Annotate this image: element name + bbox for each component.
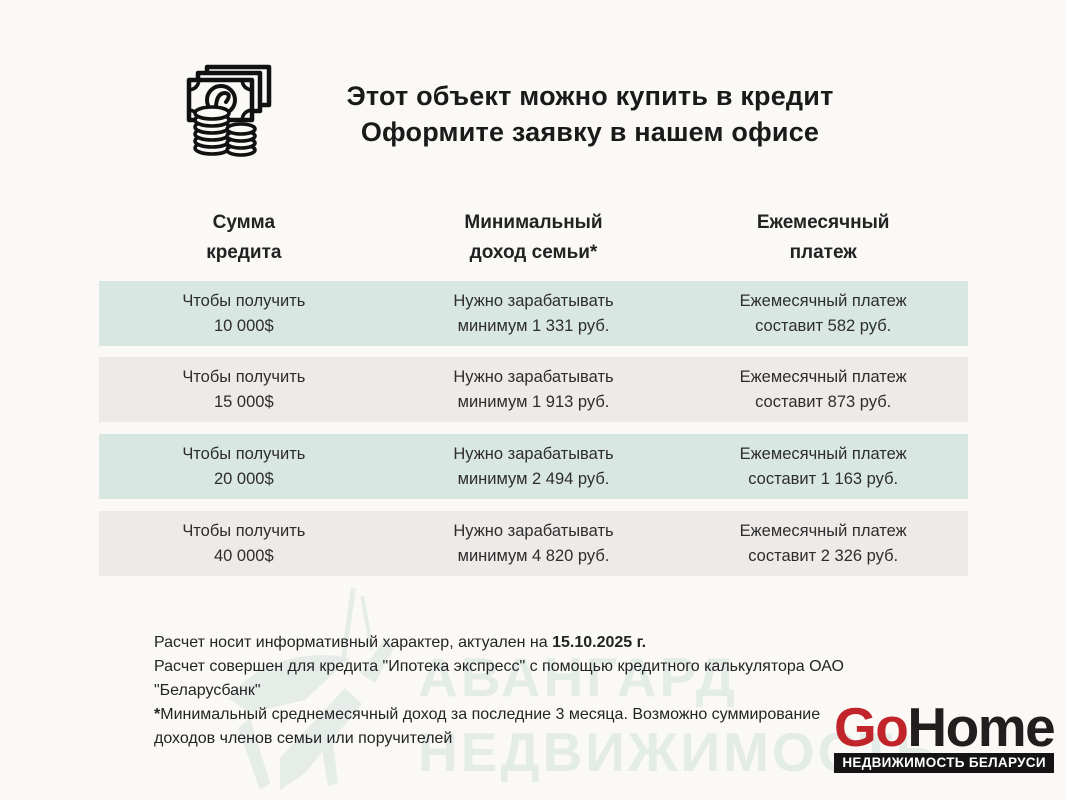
header-line: Ежемесячный	[756, 212, 890, 233]
cell-line: Нужно зарабатывать	[453, 367, 614, 386]
cell-line: Ежемесячный платеж	[739, 521, 907, 540]
cell-monthly-payment: Ежемесячный платеж составит 582 руб.	[678, 289, 968, 339]
cell-line: Ежемесячный платеж	[739, 291, 907, 310]
cell-min-income: Нужно зарабатывать минимум 4 820 руб.	[389, 519, 679, 569]
cell-line: Чтобы получить	[182, 444, 306, 463]
cell-line: 10 000$	[214, 316, 274, 335]
cell-line: минимум 4 820 руб.	[457, 546, 610, 565]
cell-line: составит 873 руб.	[755, 392, 892, 411]
money-banknotes-coins-icon	[186, 64, 272, 157]
header-line: Минимальный	[464, 212, 603, 233]
logo-home: Home	[907, 696, 1055, 758]
table-header-row: Сумма кредита Минимальный доход семьи* Е…	[99, 208, 968, 268]
cell-line: минимум 2 494 руб.	[457, 469, 610, 488]
cell-min-income: Нужно зарабатывать минимум 2 494 руб.	[389, 442, 679, 492]
page-title-line1: Этот объект можно купить в кредит	[346, 81, 834, 111]
cell-line: Чтобы получить	[182, 291, 306, 310]
cell-line: составит 2 326 руб.	[748, 546, 899, 565]
footer-text: Расчет носит информативный характер, акт…	[154, 634, 553, 651]
footer-line-5: доходов членов семьи или поручителей	[154, 730, 453, 747]
cell-line: составит 582 руб.	[755, 316, 892, 335]
cell-loan-sum: Чтобы получить 20 000$	[99, 442, 389, 492]
cell-line: 40 000$	[214, 546, 274, 565]
cell-min-income: Нужно зарабатывать минимум 1 331 руб.	[389, 289, 679, 339]
gohome-logo: GoHome НЕДВИЖИМОСТЬ БЕЛАРУСИ	[834, 696, 1056, 773]
cell-line: минимум 1 913 руб.	[457, 392, 610, 411]
table-row: Чтобы получить 40 000$ Нужно зарабатыват…	[99, 511, 968, 576]
cell-line: минимум 1 331 руб.	[457, 316, 610, 335]
table-row: Чтобы получить 20 000$ Нужно зарабатыват…	[99, 434, 968, 499]
footer-date: 15.10.2025 г.	[552, 634, 647, 651]
agency-watermark-graphic	[228, 588, 395, 790]
cell-line: Чтобы получить	[182, 367, 306, 386]
cell-monthly-payment: Ежемесячный платеж составит 1 163 руб.	[678, 442, 968, 492]
header-line: платеж	[789, 242, 857, 263]
header-line: кредита	[206, 242, 282, 263]
cell-line: Нужно зарабатывать	[453, 521, 614, 540]
cell-loan-sum: Чтобы получить 40 000$	[99, 519, 389, 569]
footer-line-2: Расчет совершен для кредита "Ипотека экс…	[154, 658, 844, 675]
cell-min-income: Нужно зарабатывать минимум 1 913 руб.	[389, 365, 679, 415]
cell-line: Чтобы получить	[182, 521, 306, 540]
page-title: Этот объект можно купить в кредит Оформи…	[223, 78, 957, 150]
watermark-line: АВАНГАРД	[418, 646, 738, 708]
table-row: Чтобы получить 10 000$ Нужно зарабатыват…	[99, 281, 968, 346]
gohome-logo-text: GoHome	[834, 696, 1056, 758]
footer-line-3: "Беларусбанк"	[154, 682, 261, 699]
cell-line: Нужно зарабатывать	[453, 291, 614, 310]
column-header-loan-sum: Сумма кредита	[99, 208, 389, 268]
logo-tagline-banner: НЕДВИЖИМОСТЬ БЕЛАРУСИ	[834, 753, 1055, 773]
footer-line-1: Расчет носит информативный характер, акт…	[154, 631, 934, 655]
logo-go: Go	[834, 696, 909, 758]
cell-line: 20 000$	[214, 469, 274, 488]
cell-line: Ежемесячный платеж	[739, 444, 907, 463]
cell-line: Ежемесячный платеж	[739, 367, 907, 386]
column-header-min-income: Минимальный доход семьи*	[389, 208, 679, 268]
footer-text: Минимальный среднемесячный доход за посл…	[160, 706, 821, 723]
footer-notes: Расчет носит информативный характер, акт…	[154, 631, 934, 751]
cell-loan-sum: Чтобы получить 10 000$	[99, 289, 389, 339]
footnote-asterisk: *	[154, 706, 161, 723]
cell-line: 15 000$	[214, 392, 274, 411]
column-header-monthly-payment: Ежемесячный платеж	[678, 208, 968, 268]
page-title-line2: Оформите заявку в нашем офисе	[360, 117, 820, 147]
header-line: Сумма	[212, 212, 276, 233]
cell-loan-sum: Чтобы получить 15 000$	[99, 365, 389, 415]
cell-monthly-payment: Ежемесячный платеж составит 873 руб.	[678, 365, 968, 415]
cell-monthly-payment: Ежемесячный платеж составит 2 326 руб.	[678, 519, 968, 569]
cell-line: Нужно зарабатывать	[453, 444, 614, 463]
cell-line: составит 1 163 руб.	[748, 469, 899, 488]
footer-line-4: *Минимальный среднемесячный доход за пос…	[154, 703, 934, 727]
header-line: доход семьи*	[469, 242, 598, 263]
table-row: Чтобы получить 15 000$ Нужно зарабатыват…	[99, 357, 968, 422]
